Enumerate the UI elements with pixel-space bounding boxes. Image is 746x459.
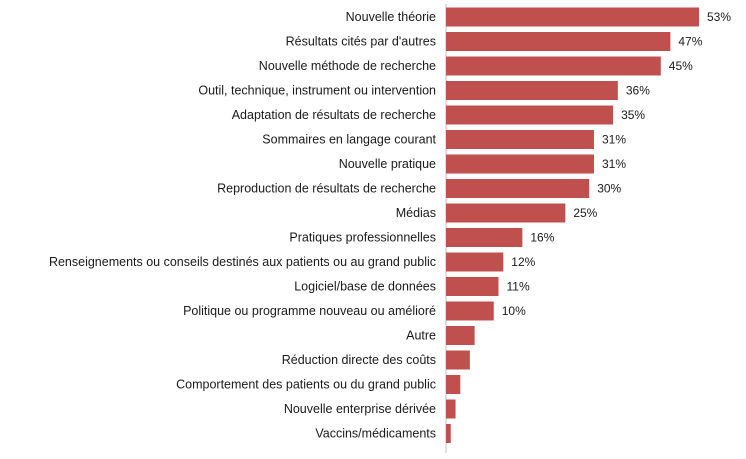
bar xyxy=(446,105,614,125)
category-label: Nouvelle enterprise dérivée xyxy=(284,402,436,416)
category-labels-group: Nouvelle théorie Résultats cités par d'au… xyxy=(49,10,437,441)
category-label: Logiciel/base de données xyxy=(294,280,436,294)
category-label: Médias xyxy=(396,206,436,220)
value-label: 11% xyxy=(507,280,530,294)
value-label: 53% xyxy=(707,10,731,24)
value-label: 35% xyxy=(621,108,645,122)
category-label: Comportement des patients ou du grand pu… xyxy=(176,378,436,392)
bar xyxy=(446,424,451,443)
bar xyxy=(446,203,566,223)
value-label: 31% xyxy=(602,133,626,147)
value-label: 45% xyxy=(669,59,693,73)
bar xyxy=(446,130,594,149)
category-label: Renseignements ou conseils destinés aux … xyxy=(49,255,436,269)
category-label: Autre xyxy=(406,329,436,343)
category-label: Réduction directe des coûts xyxy=(282,353,436,367)
value-label: 10% xyxy=(502,304,526,318)
category-label: Nouvelle théorie xyxy=(346,10,436,24)
bar xyxy=(446,228,523,247)
category-label: Reproduction de résultats de recherche xyxy=(217,182,436,196)
category-label: Sommaires en langage courant xyxy=(262,133,436,147)
bar xyxy=(446,277,499,296)
category-label: Politique ou programme nouveau ou amélio… xyxy=(183,304,436,318)
value-label: 47% xyxy=(678,35,702,49)
category-label: Outil, technique, instrument ou interven… xyxy=(198,84,436,98)
value-label: 36% xyxy=(626,84,650,98)
bar xyxy=(446,399,456,419)
category-label: Résultats cités par d'autres xyxy=(286,35,436,49)
value-label: 12% xyxy=(511,255,535,269)
value-label: 30% xyxy=(597,182,621,196)
value-labels-group: 53% 47% 45% 36% 35% 31% 31% 30%25% 16% 12% 11% 10% xyxy=(502,10,732,318)
category-label: Nouvelle méthode de recherche xyxy=(259,59,436,73)
bar xyxy=(446,375,461,394)
category-label: Pratiques professionnelles xyxy=(289,231,436,245)
bar xyxy=(446,301,494,321)
bar xyxy=(446,7,699,27)
bar xyxy=(446,32,671,51)
value-label: 25% xyxy=(573,206,597,220)
category-label: Nouvelle pratique xyxy=(339,157,436,171)
category-label: Adaptation de résultats de recherche xyxy=(232,108,436,122)
bar xyxy=(446,252,504,272)
bars-group xyxy=(446,7,699,443)
bar xyxy=(446,350,470,370)
bar xyxy=(446,179,590,198)
bar xyxy=(446,326,475,345)
bar xyxy=(446,154,594,174)
category-label: Vaccins/médicaments xyxy=(315,427,436,441)
bar xyxy=(446,81,618,100)
value-label: 16% xyxy=(530,231,554,245)
value-label: 31% xyxy=(602,157,626,171)
bar xyxy=(446,56,661,76)
